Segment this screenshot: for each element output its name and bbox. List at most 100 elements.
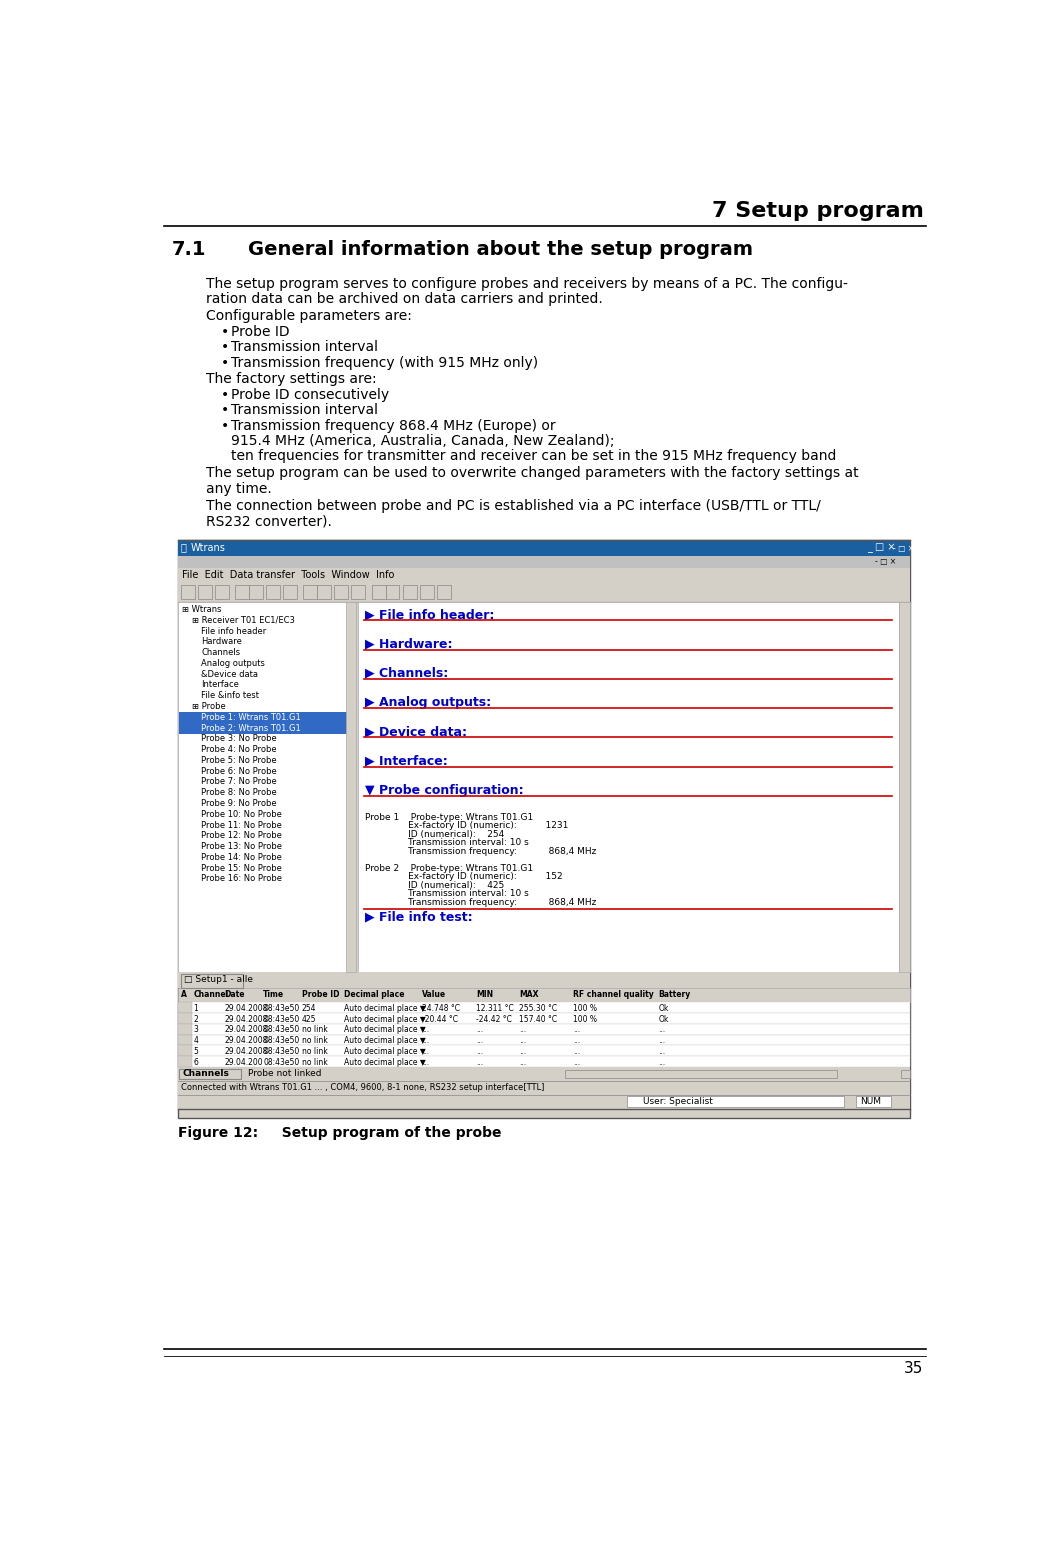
- Text: -24.42 °C: -24.42 °C: [476, 1014, 512, 1024]
- Bar: [178, 555, 910, 568]
- Text: Transmission interval: 10 s: Transmission interval: 10 s: [366, 889, 529, 898]
- Text: 08:43e50: 08:43e50: [263, 1003, 300, 1013]
- Text: 08:43e50: 08:43e50: [263, 1014, 300, 1024]
- Text: 08:43e50: 08:43e50: [263, 1047, 300, 1056]
- Text: no link: no link: [302, 1036, 327, 1045]
- Text: General information about the setup program: General information about the setup prog…: [248, 240, 753, 259]
- Bar: [235, 585, 249, 599]
- Text: 08:43e50: 08:43e50: [263, 1025, 300, 1035]
- Text: Probe 16: No Probe: Probe 16: No Probe: [201, 875, 282, 884]
- Text: ...: ...: [422, 1058, 429, 1067]
- Text: &Device data: &Device data: [201, 670, 258, 679]
- Bar: [178, 1035, 191, 1045]
- Bar: [178, 1056, 910, 1067]
- Text: Date: Date: [224, 990, 244, 999]
- Text: ⊞ Wtrans: ⊞ Wtrans: [183, 605, 222, 614]
- Text: Probe 13: No Probe: Probe 13: No Probe: [201, 842, 282, 851]
- Text: File  Edit  Data transfer  Tools  Window  Info: File Edit Data transfer Tools Window Inf…: [183, 569, 394, 580]
- Text: ...: ...: [476, 1047, 484, 1056]
- Bar: [178, 602, 910, 971]
- Bar: [372, 585, 386, 599]
- Text: 29.04.2008: 29.04.2008: [224, 1036, 268, 1045]
- Text: Probe 1: Wtrans T01.G1: Probe 1: Wtrans T01.G1: [201, 713, 301, 721]
- Text: ▼ Probe configuration:: ▼ Probe configuration:: [366, 783, 524, 797]
- Text: 100 %: 100 %: [573, 1003, 597, 1013]
- Text: •: •: [220, 403, 229, 417]
- Text: 255.30 °C: 255.30 °C: [519, 1003, 557, 1013]
- Text: - □ ×: - □ ×: [875, 557, 896, 566]
- Text: □ Setup1 - alle: □ Setup1 - alle: [184, 974, 253, 983]
- Bar: [178, 1056, 191, 1067]
- Bar: [566, 1070, 837, 1078]
- Bar: [335, 585, 349, 599]
- Bar: [215, 585, 229, 599]
- Bar: [178, 988, 910, 1002]
- Text: ...: ...: [476, 1025, 484, 1035]
- Text: Auto decimal place ▼: Auto decimal place ▼: [344, 1025, 426, 1035]
- Bar: [178, 602, 356, 971]
- Text: Ex-factory ID (numeric):          1231: Ex-factory ID (numeric): 1231: [366, 822, 569, 830]
- Text: Ok: Ok: [658, 1014, 669, 1024]
- Text: •: •: [220, 355, 229, 369]
- Text: Transmission frequency 868.4 MHz (Europe) or: Transmission frequency 868.4 MHz (Europe…: [232, 419, 556, 433]
- Bar: [181, 974, 243, 988]
- Bar: [283, 585, 298, 599]
- Text: 425: 425: [302, 1014, 317, 1024]
- Text: 12.311 °C: 12.311 °C: [476, 1003, 513, 1013]
- Bar: [180, 723, 355, 734]
- Text: Auto decimal place ▼: Auto decimal place ▼: [344, 1003, 426, 1013]
- Bar: [901, 1070, 910, 1078]
- Text: ...: ...: [519, 1025, 526, 1035]
- Bar: [266, 585, 281, 599]
- Text: Time: Time: [263, 990, 284, 999]
- Text: ▶ Analog outputs:: ▶ Analog outputs:: [366, 696, 491, 709]
- Bar: [178, 971, 910, 988]
- Text: Probe 12: No Probe: Probe 12: No Probe: [201, 831, 282, 841]
- Text: Transmission frequency:           868,4 MHz: Transmission frequency: 868,4 MHz: [366, 898, 596, 907]
- Text: 1: 1: [193, 1003, 198, 1013]
- Text: Probe ID: Probe ID: [232, 324, 290, 338]
- Text: Probe ID consecutively: Probe ID consecutively: [232, 388, 389, 402]
- Text: Channels: Channels: [201, 648, 240, 658]
- Text: -20.44 °C: -20.44 °C: [422, 1014, 458, 1024]
- Text: NUM: NUM: [860, 1097, 881, 1106]
- Bar: [178, 540, 910, 1118]
- Text: Auto decimal place ▼: Auto decimal place ▼: [344, 1047, 426, 1056]
- Text: A: A: [181, 990, 187, 999]
- Text: Probe 4: No Probe: Probe 4: No Probe: [201, 744, 276, 754]
- Text: Value: Value: [422, 990, 446, 999]
- Bar: [181, 585, 195, 599]
- Text: Hardware: Hardware: [201, 637, 242, 647]
- Text: Probe 15: No Probe: Probe 15: No Probe: [201, 864, 282, 873]
- Text: Probe 2    Probe-type: Wtrans T01.G1: Probe 2 Probe-type: Wtrans T01.G1: [366, 864, 534, 873]
- Text: ▶ File info header:: ▶ File info header:: [366, 608, 494, 620]
- Text: ...: ...: [476, 1058, 484, 1067]
- Text: ...: ...: [573, 1036, 580, 1045]
- Text: RF channel quality: RF channel quality: [573, 990, 654, 999]
- Text: The factory settings are:: The factory settings are:: [206, 372, 377, 386]
- Text: Probe 2: Wtrans T01.G1: Probe 2: Wtrans T01.G1: [201, 724, 301, 732]
- Text: ...: ...: [519, 1047, 526, 1056]
- Text: ...: ...: [422, 1025, 429, 1035]
- Text: Decimal place: Decimal place: [344, 990, 405, 999]
- Text: Analog outputs: Analog outputs: [201, 659, 265, 668]
- Bar: [178, 1013, 191, 1024]
- Bar: [178, 1002, 910, 1013]
- Text: Channel: Channel: [193, 990, 229, 999]
- Bar: [178, 1035, 910, 1045]
- Text: 915.4 MHz (America, Australia, Canada, New Zealand);: 915.4 MHz (America, Australia, Canada, N…: [232, 434, 614, 448]
- Text: ...: ...: [476, 1036, 484, 1045]
- Text: Ex-factory ID (numeric):          152: Ex-factory ID (numeric): 152: [366, 872, 563, 881]
- Text: ...: ...: [573, 1025, 580, 1035]
- Text: •: •: [220, 388, 229, 402]
- Text: Channels: Channels: [183, 1069, 230, 1078]
- Text: •: •: [220, 340, 229, 354]
- Text: ...: ...: [519, 1058, 526, 1067]
- Text: ▶ Device data:: ▶ Device data:: [366, 726, 468, 738]
- Text: ▶ Interface:: ▶ Interface:: [366, 754, 449, 768]
- Text: ...: ...: [519, 1036, 526, 1045]
- Text: 29.04.2008: 29.04.2008: [224, 1003, 268, 1013]
- Text: ration data can be archived on data carriers and printed.: ration data can be archived on data carr…: [206, 293, 603, 307]
- Text: Transmission interval: Transmission interval: [232, 403, 378, 417]
- Text: 5: 5: [193, 1047, 198, 1056]
